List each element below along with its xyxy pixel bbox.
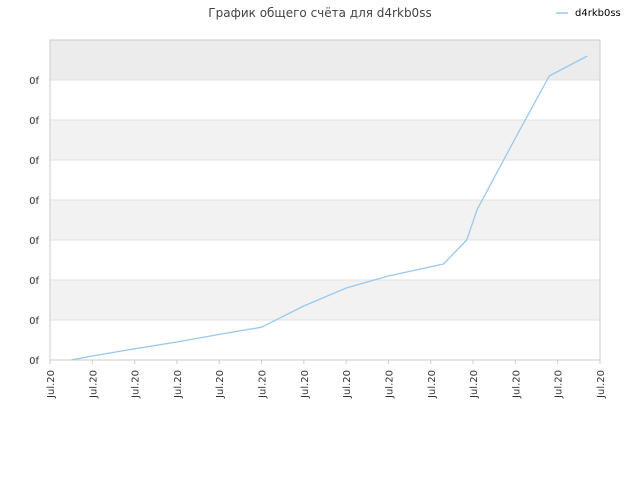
x-tick-label: Jul.20 xyxy=(511,370,522,399)
y-tick-label: 0f xyxy=(29,316,39,327)
plot-band xyxy=(50,160,600,200)
chart-title: График общего счёта для d4rkb0ss xyxy=(208,6,431,20)
x-tick-label: Jul.20 xyxy=(427,370,438,399)
x-tick-label: Jul.20 xyxy=(46,370,57,399)
x-tick-label: Jul.20 xyxy=(88,370,99,399)
x-tick-label: Jul.20 xyxy=(596,370,607,399)
y-tick-label: 0f xyxy=(29,116,39,127)
x-tick-label: Jul.20 xyxy=(342,370,353,399)
y-tick-label: 0f xyxy=(29,76,39,87)
plot-band xyxy=(50,120,600,160)
x-axis: Jul.20 Jul.20 Jul.20 Jul.20 Jul.20 Jul.20 Jul.… xyxy=(46,360,607,399)
x-tick-label: Jul.20 xyxy=(131,370,142,399)
x-tick-label: Jul.20 xyxy=(554,370,565,399)
legend-label: d4rkb0ss xyxy=(575,8,621,19)
x-tick-label: Jul.20 xyxy=(215,370,226,399)
y-tick-label: 0f xyxy=(29,196,39,207)
legend[interactable]: d4rkb0ss xyxy=(556,8,621,19)
series-layer xyxy=(71,55,588,361)
x-tick-label: Jul.20 xyxy=(300,370,311,399)
x-tick-label: Jul.20 xyxy=(469,370,480,399)
y-tick-label: 0f xyxy=(29,276,39,287)
gridlines xyxy=(50,79,600,321)
series-line-d4rkb0ss xyxy=(71,55,588,361)
x-tick-label: Jul.20 xyxy=(258,370,269,399)
plot-band xyxy=(50,280,600,320)
plot-frame xyxy=(49,39,601,361)
y-tick-label: 0f xyxy=(29,236,39,247)
plot-band xyxy=(50,40,600,80)
plot-band xyxy=(50,200,600,240)
y-tick-label: 0f xyxy=(29,156,39,167)
x-tick-label: Jul.20 xyxy=(384,370,395,399)
plot-band xyxy=(50,80,600,120)
plot-band xyxy=(50,320,600,360)
x-tick-label: Jul.20 xyxy=(173,370,184,399)
y-tick-label: 0f xyxy=(29,356,39,367)
plot-band xyxy=(50,240,600,280)
plot-bands xyxy=(50,40,600,360)
y-axis: 0f 0f 0f 0f 0f 0f 0f 0f xyxy=(29,76,39,367)
